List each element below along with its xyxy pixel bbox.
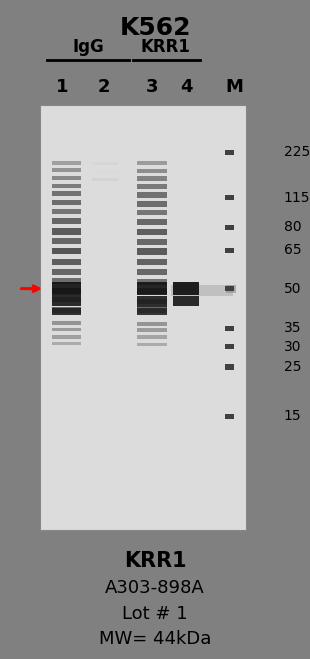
Bar [225,248,234,253]
Bar [91,177,118,181]
Bar [137,282,167,295]
Bar [52,321,81,325]
Bar [91,161,118,165]
Bar [225,195,234,200]
Text: 35: 35 [284,321,301,335]
Text: M: M [225,78,243,96]
Bar [137,343,167,347]
Bar [137,328,167,332]
Text: K562: K562 [119,16,191,40]
Bar [137,295,167,306]
Text: IgG: IgG [73,38,104,56]
Text: Lot # 1: Lot # 1 [122,605,188,623]
Bar [137,307,167,313]
Bar [52,228,81,235]
Bar [52,248,81,254]
Bar [52,306,81,312]
Bar [137,210,167,215]
Bar [137,219,167,225]
Text: 30: 30 [284,339,301,354]
Bar [137,169,167,173]
Text: 25: 25 [284,360,301,374]
Bar [52,183,81,188]
Text: 4: 4 [180,78,192,96]
Bar [225,225,234,230]
Text: 65: 65 [284,243,301,258]
Bar [52,287,81,293]
Bar [137,229,167,235]
Bar [174,282,198,295]
Bar [137,248,167,255]
Bar [52,278,81,285]
Bar [225,364,234,370]
Bar [137,259,167,265]
Bar [137,239,167,244]
Text: KRR1: KRR1 [124,552,186,571]
Text: 3: 3 [146,78,158,96]
Text: 15: 15 [284,409,301,424]
Bar [52,168,81,172]
Bar [137,335,167,339]
Bar [225,414,234,419]
Bar [52,238,81,244]
Text: 115: 115 [284,190,310,205]
Bar [137,269,167,275]
Bar [225,344,234,349]
Bar [137,308,167,315]
Bar [52,269,81,275]
Bar [137,161,167,165]
Bar [137,322,167,326]
Text: 80: 80 [284,220,301,235]
Text: 1: 1 [56,78,68,96]
Bar [137,176,167,181]
Bar [52,175,81,180]
Bar [40,105,246,530]
Bar [52,341,81,345]
Bar [137,192,167,198]
Bar [225,286,234,291]
Bar [52,218,81,224]
Bar [225,326,234,331]
Bar [52,282,81,295]
Text: MW= 44kDa: MW= 44kDa [99,630,211,648]
Bar [52,258,81,264]
Bar [52,191,81,196]
Bar [52,295,81,306]
Bar [52,209,81,214]
Bar [52,200,81,205]
Bar [137,279,167,285]
Bar [171,285,233,296]
Bar [52,297,81,302]
Bar [174,296,198,306]
Text: 225: 225 [284,145,310,159]
Bar [52,308,81,315]
Text: A303-898A: A303-898A [105,579,205,597]
Bar [52,328,81,331]
Bar [137,288,167,294]
Bar [137,200,167,207]
Bar [91,170,118,173]
Bar [52,161,81,165]
Bar [226,285,236,293]
Text: 50: 50 [284,281,301,296]
Bar [52,335,81,339]
Text: KRR1: KRR1 [141,38,191,56]
Text: 2: 2 [98,78,110,96]
Bar [137,299,167,304]
Bar [137,184,167,189]
Bar [225,150,234,155]
